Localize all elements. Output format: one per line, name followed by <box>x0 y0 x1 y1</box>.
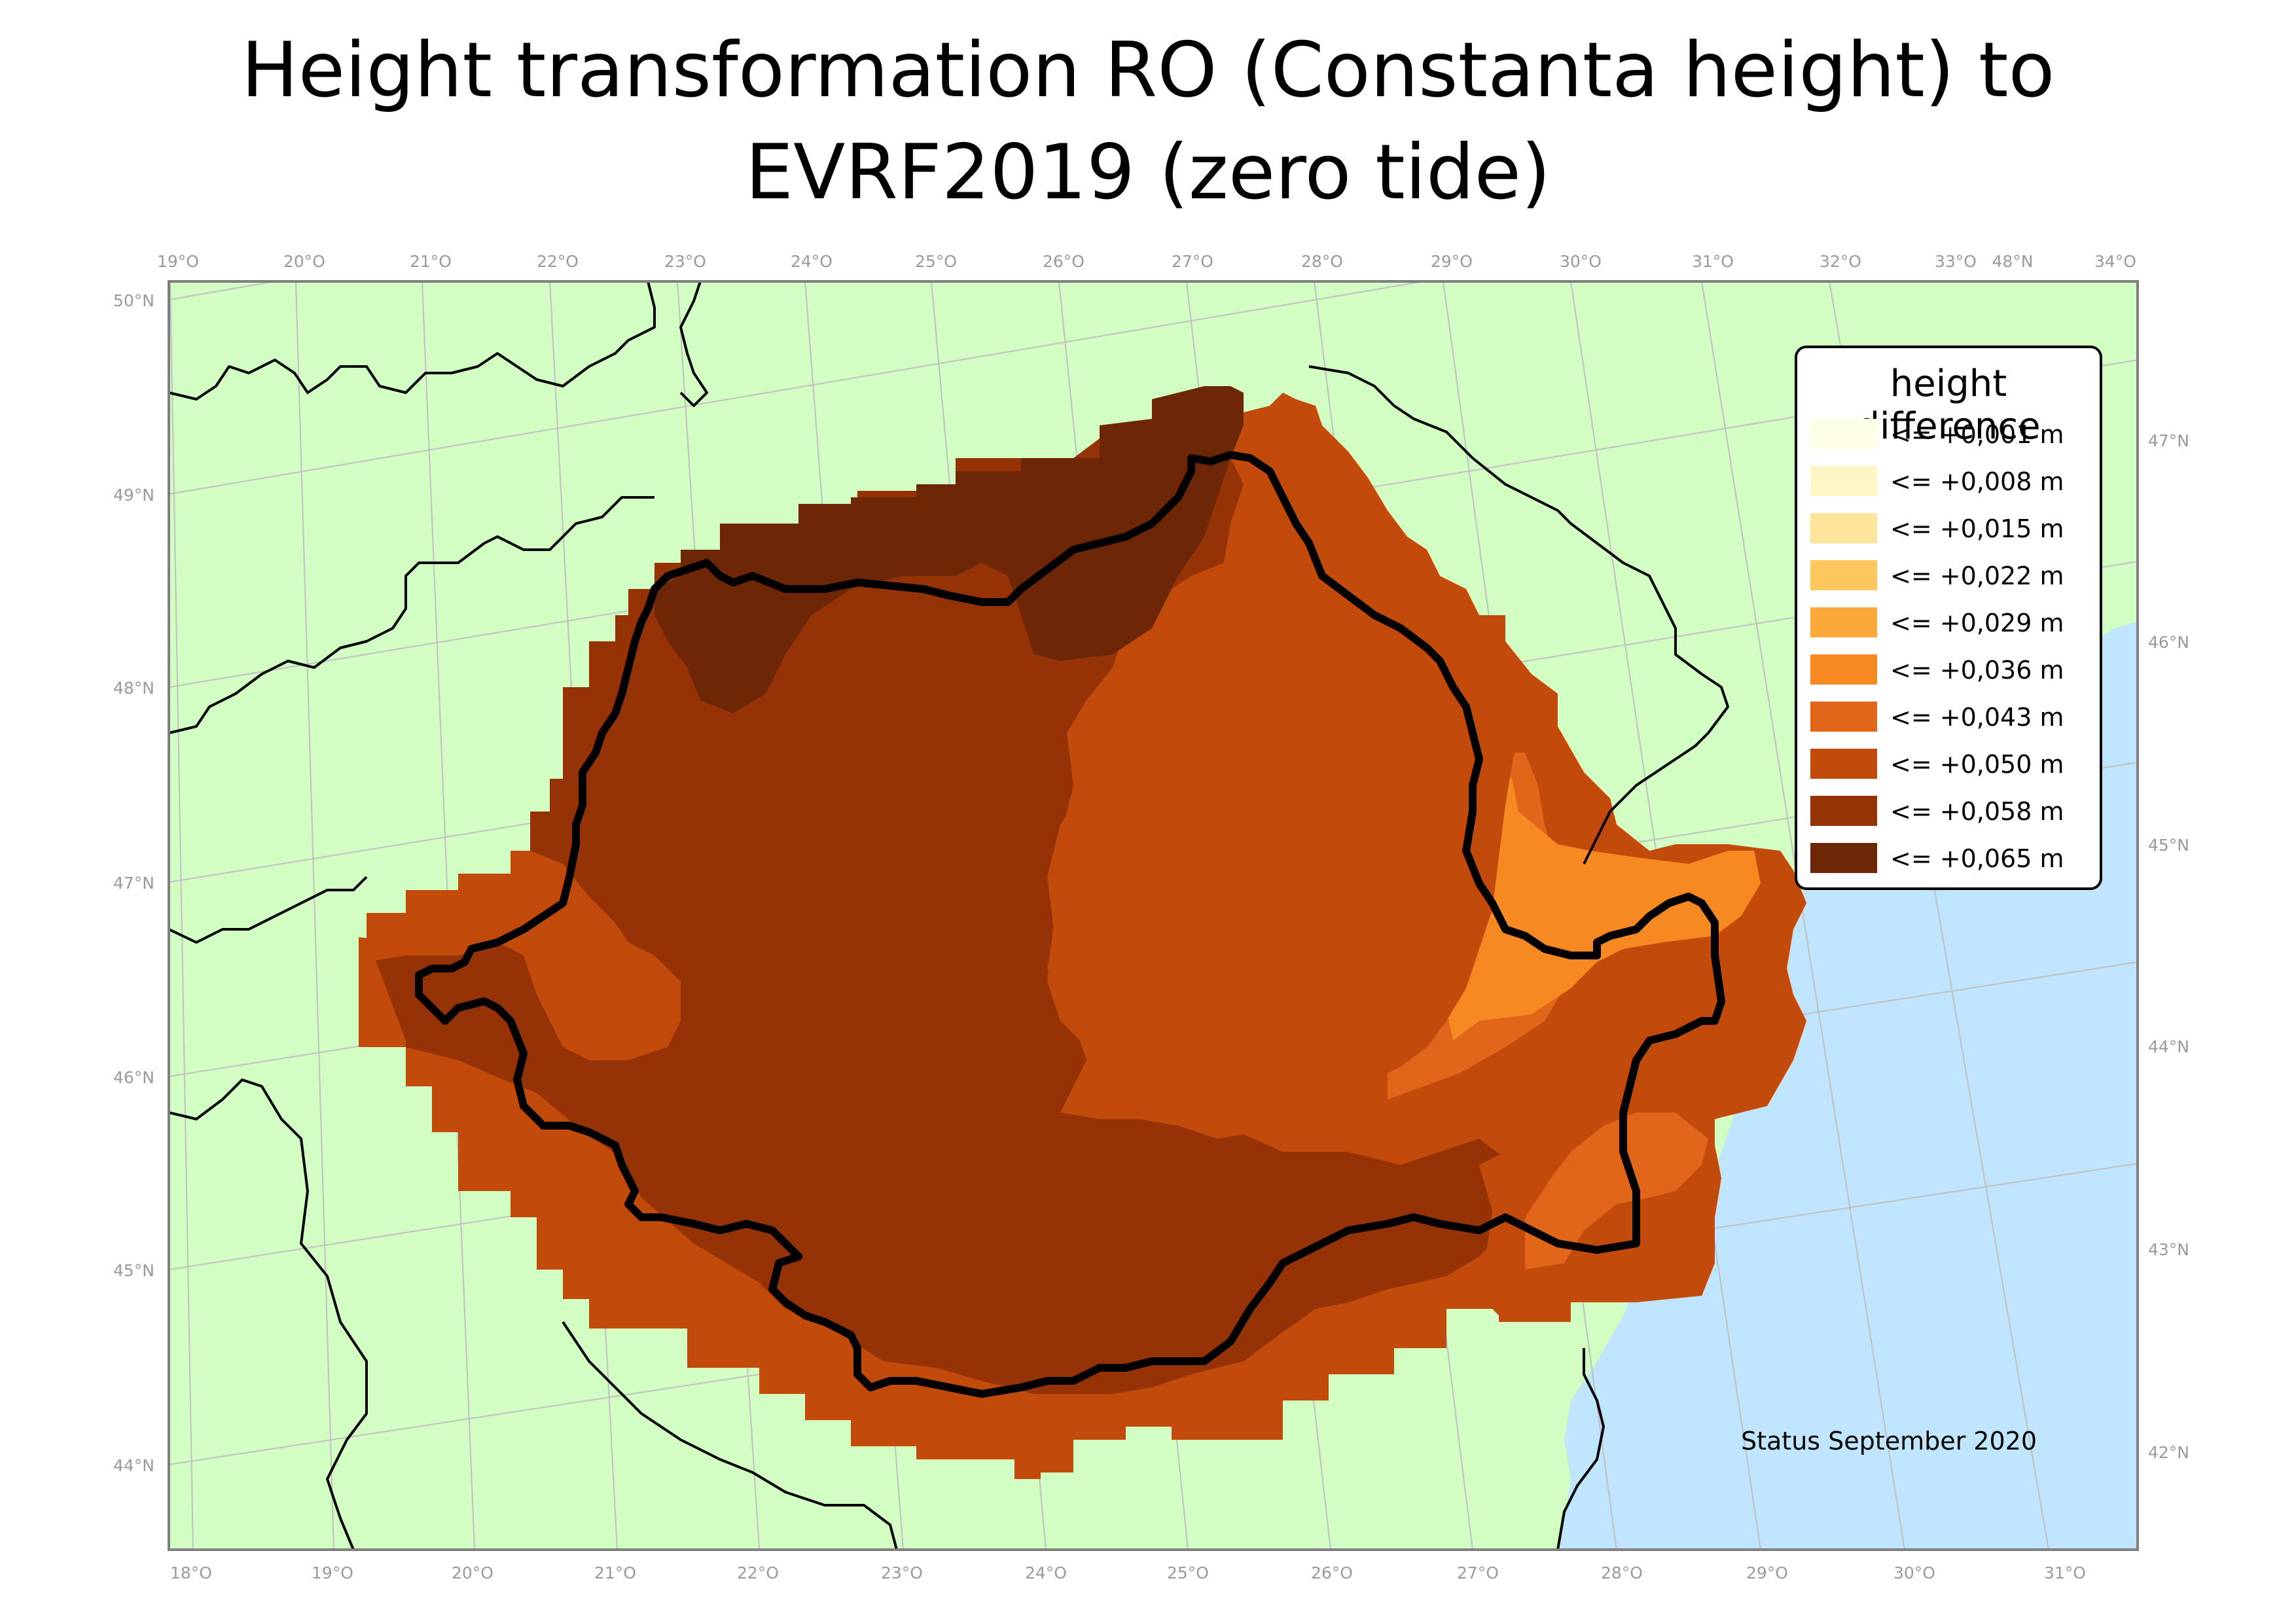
top-longitude-label: 31°O <box>1692 252 1734 271</box>
left-latitude-label: 50°N <box>113 291 154 310</box>
bottom-longitude-label: 29°O <box>1746 1563 1788 1582</box>
bottom-longitude-label: 22°O <box>737 1563 779 1582</box>
border-north <box>169 281 656 401</box>
legend-label: <= +0,058 m <box>1890 797 2064 826</box>
map-title-line-2: EVRF2019 (zero tide) <box>745 128 1551 217</box>
meridian-line <box>295 281 334 1550</box>
legend-swatch <box>1810 654 1877 685</box>
bottom-longitude-label: 18°O <box>170 1563 212 1582</box>
legend-swatch <box>1810 466 1877 496</box>
bottom-longitude-label: 28°O <box>1601 1563 1643 1582</box>
left-latitude-label: 48°N <box>113 679 154 698</box>
bottom-longitude-label: 25°O <box>1167 1563 1209 1582</box>
bottom-longitude-label: 21°O <box>594 1563 636 1582</box>
top-longitude-label: 48°N <box>1992 252 2033 271</box>
raster-class-036 <box>1446 766 1761 1041</box>
border-west <box>169 496 655 734</box>
left-latitude-label: 45°N <box>113 1261 154 1280</box>
legend-swatch <box>1810 607 1877 637</box>
parallel-line <box>169 281 1427 495</box>
left-latitude-label: 46°N <box>113 1068 154 1087</box>
top-longitude-label: 29°O <box>1431 252 1473 271</box>
right-latitude-label: 46°N <box>2148 633 2189 652</box>
right-latitude-label: 45°N <box>2148 836 2189 855</box>
border-bulgaria <box>1556 1348 1605 1550</box>
border-west-2 <box>169 876 368 944</box>
top-longitude-label: 24°O <box>791 252 833 271</box>
status-note: Status September 2020 <box>1741 1427 2037 1455</box>
top-longitude-label: 23°O <box>664 252 706 271</box>
raster-class-058 <box>367 402 1518 1394</box>
map-title-line-1: Height transformation RO (Constanta heig… <box>241 26 2055 115</box>
top-longitude-label: 26°O <box>1043 252 1085 271</box>
top-longitude-label: 33°O <box>1935 252 1977 271</box>
bottom-longitude-label: 30°O <box>1893 1563 1935 1582</box>
top-longitude-label: 27°O <box>1172 252 1213 271</box>
left-latitude-label: 47°N <box>113 874 154 893</box>
legend-swatch <box>1810 843 1877 873</box>
bottom-longitude-label: 31°O <box>2044 1563 2086 1582</box>
bottom-longitude-label: 20°O <box>452 1563 493 1582</box>
legend-label: <= +0,022 m <box>1890 562 2064 590</box>
legend-label: <= +0,050 m <box>1890 750 2064 779</box>
bottom-longitude-label: 19°O <box>312 1563 353 1582</box>
border-south <box>562 1321 898 1550</box>
legend-label: <= +0,015 m <box>1890 514 2064 543</box>
top-longitude-label: 25°O <box>915 252 957 271</box>
bottom-longitude-label: 23°O <box>881 1563 923 1582</box>
bottom-longitude-label: 24°O <box>1025 1563 1067 1582</box>
legend-swatch <box>1810 796 1877 826</box>
romania-border <box>415 451 1725 1398</box>
legend-label: <= +0,065 m <box>1890 844 2064 873</box>
raster-class-050-southeast <box>1479 1152 1532 1322</box>
top-longitude-label: 22°O <box>537 252 579 271</box>
legend-swatch <box>1810 419 1877 449</box>
legend-label: <= +0,008 m <box>1890 467 2064 496</box>
legend-label: <= +0,036 m <box>1890 656 2064 685</box>
border-moldova <box>1308 365 1729 865</box>
right-latitude-label: 44°N <box>2148 1037 2189 1056</box>
legend-swatch <box>1810 749 1877 779</box>
map-title: Height transformation RO (Constanta heig… <box>0 20 2296 224</box>
top-longitude-label: 19°O <box>157 252 199 271</box>
map-frame-border <box>168 280 2139 1551</box>
border-southwest <box>169 1079 368 1550</box>
bottom-longitude-label: 27°O <box>1457 1563 1499 1582</box>
legend: height difference <= +0,001 m <= +0,008 m… <box>1795 346 2102 890</box>
top-longitude-label: 32°O <box>1820 252 1861 271</box>
legend-label: <= +0,043 m <box>1890 703 2064 732</box>
graticule-labels: 19°O 20°O 21°O 22°O 23°O 24°O 25°O 26°O 27°O 28°O… <box>113 252 2189 1582</box>
raster-class-065 <box>655 386 1244 713</box>
top-longitude-label: 34°O <box>2094 252 2136 271</box>
raster-class-058-patch <box>1263 1191 1296 1237</box>
top-longitude-label: 28°O <box>1301 252 1343 271</box>
legend-swatch <box>1810 702 1877 732</box>
legend-title: height difference <box>1856 363 2041 448</box>
map-content <box>169 281 2138 1550</box>
top-longitude-label: 20°O <box>283 252 325 271</box>
right-latitude-label: 43°N <box>2148 1240 2189 1259</box>
raster-class-050-west <box>367 851 681 1060</box>
border-north-2 <box>679 281 708 407</box>
right-latitude-label: 42°N <box>2148 1443 2189 1462</box>
legend-label: <= +0,001 m <box>1890 420 2064 449</box>
right-latitude-label: 47°N <box>2148 431 2189 450</box>
country-borders <box>169 281 2024 1550</box>
bottom-longitude-label: 26°O <box>1311 1563 1353 1582</box>
left-latitude-label: 49°N <box>113 486 154 505</box>
top-longitude-label: 30°O <box>1560 252 1602 271</box>
raster-class-043-coast <box>1525 1113 1708 1270</box>
legend-label: <= +0,029 m <box>1890 609 2064 637</box>
raster-class-050-east <box>1047 681 1518 1139</box>
meridian-line <box>1701 281 1905 1550</box>
left-latitude-label: 44°N <box>113 1456 154 1475</box>
legend-swatch <box>1810 513 1877 543</box>
top-longitude-label: 21°O <box>410 252 452 271</box>
legend-swatch <box>1810 560 1877 590</box>
